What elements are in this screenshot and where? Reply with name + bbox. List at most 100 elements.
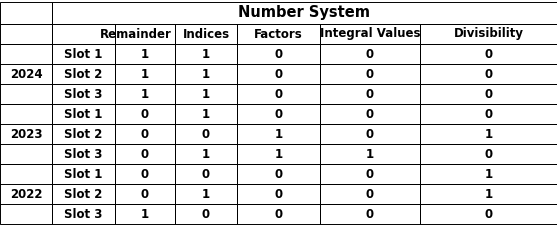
Bar — [237, 104, 320, 124]
Bar — [115, 44, 175, 64]
Text: 1: 1 — [202, 48, 210, 60]
Bar — [237, 184, 320, 204]
Bar — [52, 184, 115, 204]
Text: 0: 0 — [275, 88, 282, 101]
Text: 0: 0 — [485, 148, 492, 161]
Text: 0: 0 — [141, 168, 149, 180]
Bar — [320, 164, 420, 184]
Bar — [320, 64, 420, 84]
Text: Slot 2: Slot 2 — [64, 67, 102, 80]
Text: 0: 0 — [366, 48, 374, 60]
Text: 1: 1 — [141, 88, 149, 101]
Text: 0: 0 — [141, 148, 149, 161]
Bar — [0, 24, 52, 44]
Text: 2022: 2022 — [10, 187, 42, 200]
Text: 0: 0 — [485, 67, 492, 80]
Text: Remainder: Remainder — [100, 28, 172, 41]
Bar — [52, 44, 115, 64]
Bar — [175, 44, 237, 64]
Text: 0: 0 — [202, 127, 210, 140]
Bar — [237, 164, 320, 184]
Text: 0: 0 — [366, 108, 374, 120]
Text: 1: 1 — [485, 187, 492, 200]
Bar — [320, 84, 420, 104]
Bar — [420, 84, 557, 104]
Bar — [0, 164, 52, 224]
Bar — [52, 2, 557, 24]
Bar — [52, 144, 115, 164]
Text: Slot 3: Slot 3 — [64, 88, 102, 101]
Bar — [320, 104, 420, 124]
Bar — [115, 184, 175, 204]
Bar — [237, 44, 320, 64]
Text: Slot 3: Slot 3 — [64, 148, 102, 161]
Bar — [420, 124, 557, 144]
Text: 1: 1 — [485, 168, 492, 180]
Text: 0: 0 — [275, 208, 282, 221]
Text: 1: 1 — [366, 148, 374, 161]
Bar — [237, 124, 320, 144]
Bar — [237, 84, 320, 104]
Bar — [175, 124, 237, 144]
Bar — [175, 24, 237, 44]
Bar — [175, 84, 237, 104]
Text: 0: 0 — [366, 208, 374, 221]
Bar — [175, 204, 237, 224]
Text: 0: 0 — [485, 88, 492, 101]
Text: 0: 0 — [366, 187, 374, 200]
Text: 1: 1 — [275, 148, 282, 161]
Text: 0: 0 — [202, 208, 210, 221]
Bar — [175, 164, 237, 184]
Text: Divisibility: Divisibility — [453, 28, 524, 41]
Text: 0: 0 — [202, 168, 210, 180]
Text: 0: 0 — [141, 187, 149, 200]
Bar — [175, 64, 237, 84]
Text: 0: 0 — [366, 127, 374, 140]
Text: Slot 2: Slot 2 — [64, 127, 102, 140]
Text: 0: 0 — [366, 67, 374, 80]
Text: 1: 1 — [202, 148, 210, 161]
Text: 0: 0 — [275, 67, 282, 80]
Text: 0: 0 — [275, 168, 282, 180]
Bar — [115, 204, 175, 224]
Bar — [52, 104, 115, 124]
Bar — [420, 104, 557, 124]
Text: 0: 0 — [366, 168, 374, 180]
Bar — [115, 24, 175, 44]
Text: Slot 2: Slot 2 — [64, 187, 102, 200]
Bar — [237, 204, 320, 224]
Bar — [175, 104, 237, 124]
Text: Slot 1: Slot 1 — [64, 48, 102, 60]
Bar — [52, 64, 115, 84]
Text: Number System: Number System — [238, 6, 370, 20]
Text: 0: 0 — [366, 88, 374, 101]
Bar — [52, 84, 115, 104]
Text: 1: 1 — [141, 67, 149, 80]
Bar — [0, 2, 52, 24]
Text: 1: 1 — [202, 67, 210, 80]
Bar — [420, 24, 557, 44]
Text: 1: 1 — [485, 127, 492, 140]
Text: 0: 0 — [485, 208, 492, 221]
Text: 1: 1 — [202, 88, 210, 101]
Text: 2024: 2024 — [9, 67, 42, 80]
Bar — [52, 164, 115, 184]
Text: Factors: Factors — [254, 28, 303, 41]
Bar — [52, 24, 115, 44]
Text: 0: 0 — [141, 108, 149, 120]
Bar — [0, 44, 52, 104]
Bar — [320, 144, 420, 164]
Bar — [420, 184, 557, 204]
Bar — [115, 64, 175, 84]
Bar — [175, 144, 237, 164]
Text: 1: 1 — [202, 187, 210, 200]
Bar — [420, 44, 557, 64]
Bar — [175, 184, 237, 204]
Bar — [320, 184, 420, 204]
Bar — [320, 124, 420, 144]
Bar — [237, 24, 320, 44]
Bar — [115, 84, 175, 104]
Text: Slot 3: Slot 3 — [64, 208, 102, 221]
Text: Integral Values: Integral Values — [320, 28, 420, 41]
Text: Slot 1: Slot 1 — [64, 168, 102, 180]
